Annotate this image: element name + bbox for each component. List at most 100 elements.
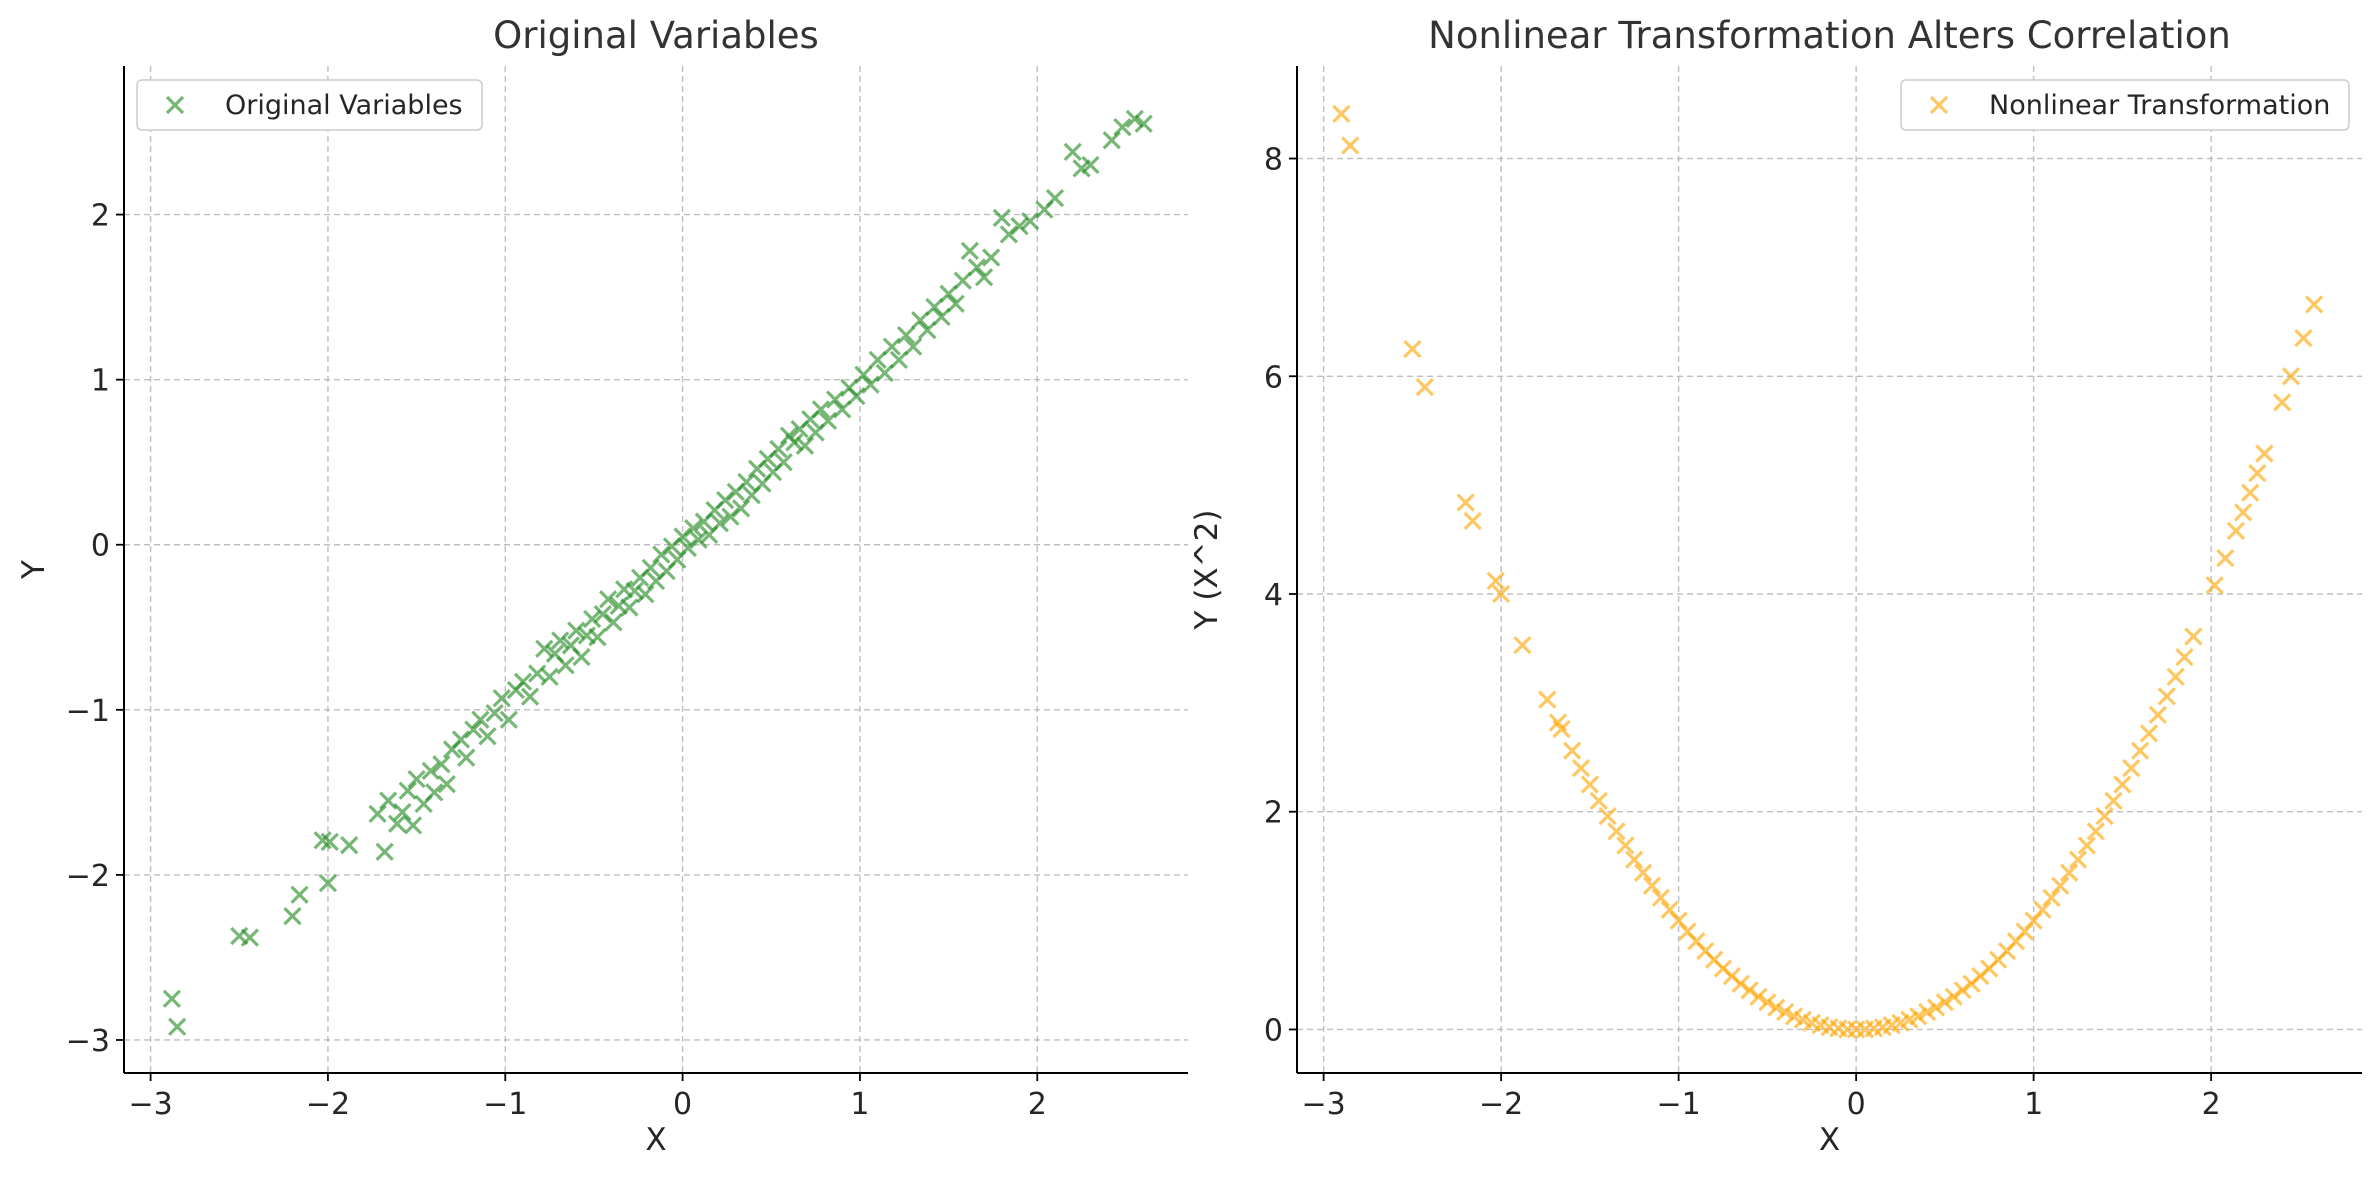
data-point-marker <box>1731 974 1750 993</box>
data-point-marker <box>283 907 302 926</box>
data-point-marker <box>939 284 958 303</box>
y-tick-label: 2 <box>1264 796 1283 831</box>
data-point-marker <box>425 783 444 802</box>
data-point-marker <box>2148 705 2168 724</box>
data-point-marker <box>2304 295 2324 314</box>
data-point-marker <box>551 631 570 650</box>
data-point-marker <box>320 832 339 852</box>
x-tick-label: 0 <box>1847 1087 1866 1122</box>
data-point-marker <box>1767 998 1786 1017</box>
data-point-marker <box>1113 117 1132 137</box>
data-point-marker <box>1538 690 1557 709</box>
x-tick-label: −3 <box>128 1087 172 1122</box>
data-point-marker <box>290 885 309 904</box>
y-axis-label: Y <box>16 560 52 580</box>
data-point-marker <box>2113 775 2132 794</box>
data-point-marker <box>710 514 729 533</box>
data-point-marker <box>1775 1002 1795 1022</box>
data-point-marker <box>1552 719 1571 739</box>
data-point-marker <box>795 436 815 455</box>
x-tick-label: 1 <box>2024 1087 2043 1122</box>
data-point-marker <box>2095 806 2114 826</box>
x-tick-label: −1 <box>483 1087 527 1122</box>
data-point-marker <box>1607 822 1626 841</box>
data-point-marker <box>854 365 873 384</box>
legend-marker <box>1929 95 1949 115</box>
data-point-marker <box>2104 791 2123 810</box>
x-tick-label: −3 <box>1302 1087 1346 1122</box>
data-point-marker <box>598 590 618 609</box>
legend-label: Original Variables <box>225 90 463 121</box>
data-point-marker <box>407 770 426 789</box>
data-point-marker <box>168 1017 187 1036</box>
legend-box <box>136 79 483 131</box>
data-point-marker <box>825 390 845 409</box>
data-point-marker <box>471 710 490 729</box>
data-point-marker <box>492 689 511 708</box>
data-point-marker <box>918 320 937 340</box>
x-tick-label: 2 <box>2202 1087 2221 1122</box>
data-point-marker <box>868 350 887 369</box>
data-point-marker <box>593 604 612 624</box>
data-point-marker <box>946 294 965 313</box>
data-point-marker <box>1456 493 1475 512</box>
data-point-marker <box>368 804 387 823</box>
data-point-marker <box>583 609 602 629</box>
data-point-marker <box>403 816 423 835</box>
data-point-marker <box>889 350 909 369</box>
legend-label: Nonlinear Transformation <box>1989 90 2330 121</box>
data-point-marker <box>2139 724 2159 743</box>
data-point-marker <box>974 268 994 287</box>
data-point-marker <box>652 545 671 564</box>
y-tick-label: 0 <box>1264 1013 1283 1048</box>
data-point-marker <box>861 375 880 394</box>
grid <box>124 66 1188 1073</box>
y-tick-label: −2 <box>66 859 110 894</box>
data-point-marker <box>2294 329 2313 348</box>
data-point-marker <box>2157 687 2176 706</box>
data-point-marker <box>2272 393 2292 412</box>
data-points <box>1332 104 2324 1039</box>
y-tick-label: 2 <box>91 199 110 234</box>
data-point-marker <box>896 325 916 345</box>
data-point-marker <box>1758 993 1777 1012</box>
y-tick-label: 8 <box>1264 143 1283 178</box>
data-point-marker <box>833 400 852 419</box>
data-point-marker <box>318 874 338 893</box>
data-point-marker <box>1909 1007 1928 1026</box>
data-point-marker <box>999 225 1019 244</box>
data-point-marker <box>1513 636 1532 655</box>
data-point-marker <box>982 248 1001 267</box>
data-point-marker <box>2248 464 2267 483</box>
data-point-marker <box>625 581 644 601</box>
data-point-marker <box>882 337 901 356</box>
data-point-marker <box>689 530 708 549</box>
data-point-marker <box>2059 863 2079 882</box>
data-point-marker <box>1415 378 1434 397</box>
data-point-marker <box>1749 987 1768 1006</box>
data-point-marker <box>2216 548 2235 568</box>
data-point-marker <box>2068 850 2088 869</box>
data-point-marker <box>2130 741 2150 760</box>
data-point-marker <box>1021 212 1040 231</box>
data-point-marker <box>485 703 504 723</box>
chart-title: Original Variables <box>493 14 819 57</box>
data-point-marker <box>992 208 1011 228</box>
data-point-marker <box>1651 888 1671 907</box>
data-point-marker <box>620 598 639 617</box>
x-tick-label: 0 <box>673 1087 692 1122</box>
x-axis-label: X <box>1819 1122 1840 1158</box>
data-point-marker <box>1944 987 1963 1006</box>
legend: Nonlinear Transformation <box>1900 79 2350 131</box>
data-point-marker <box>1463 511 1482 531</box>
data-point-marker <box>1341 136 1360 155</box>
x-tick-label: −2 <box>306 1087 350 1122</box>
data-point-marker <box>678 538 698 558</box>
x-tick-label: 2 <box>1028 1087 1047 1122</box>
data-point-marker <box>1081 155 1100 175</box>
data-point-marker <box>684 519 703 538</box>
data-point-marker <box>1642 876 1662 895</box>
data-point-marker <box>520 687 540 706</box>
data-point-marker <box>398 781 417 800</box>
